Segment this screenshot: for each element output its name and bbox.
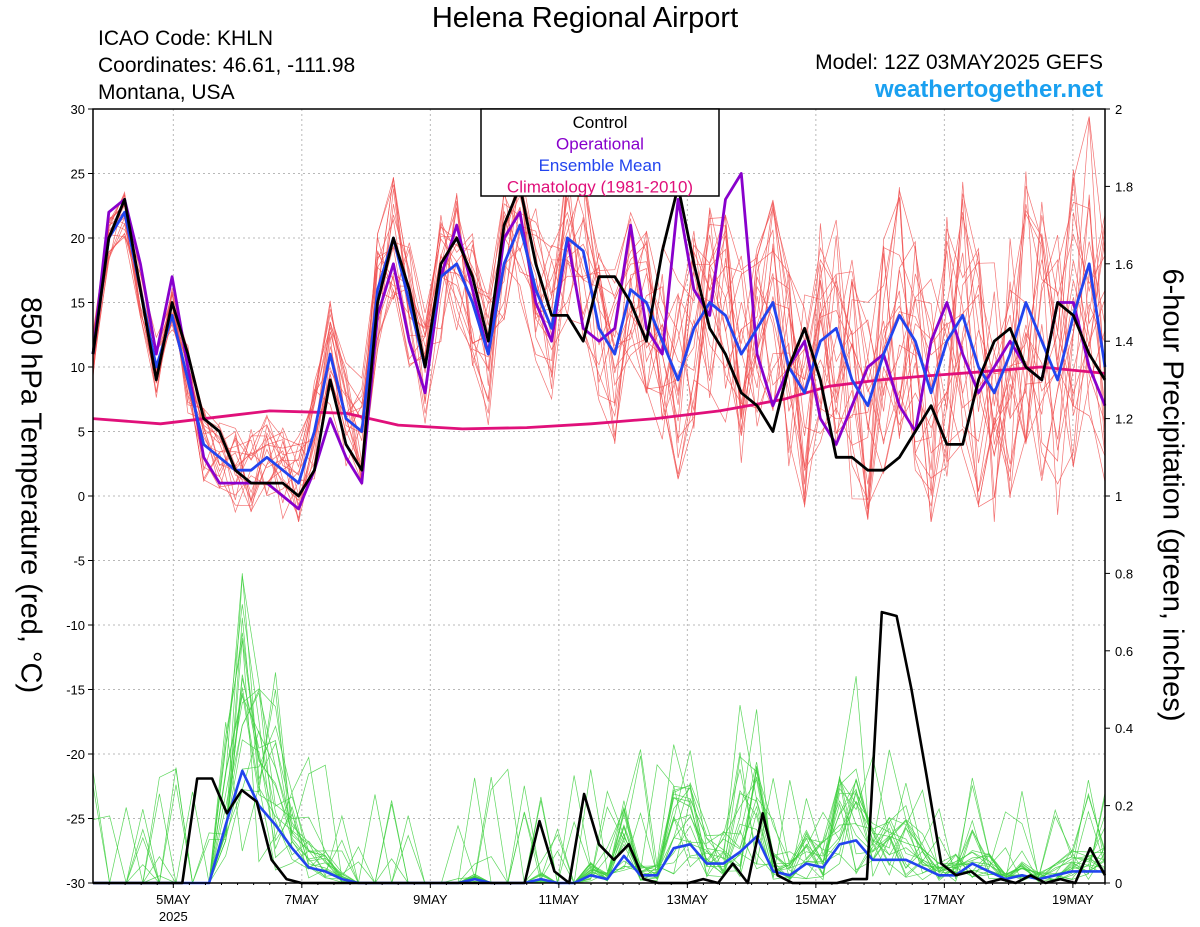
- website-link[interactable]: weathertogether.net: [874, 76, 1103, 103]
- precipitation-member-line: [93, 688, 1106, 884]
- y-tick-label: 10: [71, 360, 85, 375]
- x-tick-label: 19MAY: [1052, 892, 1094, 907]
- y-tick-label: -5: [73, 554, 85, 569]
- y-tick-label: -25: [66, 812, 85, 827]
- y-tick-label: -15: [66, 683, 85, 698]
- y-tick-label: 20: [71, 231, 85, 246]
- temperature-member-line: [92, 194, 1106, 500]
- y-tick-label: 30: [71, 102, 85, 117]
- y2-tick-label: 1: [1115, 489, 1122, 504]
- x-tick-label: 9MAY: [413, 892, 448, 907]
- precip-series-control: [93, 610, 1107, 885]
- precipitation-member-line: [93, 730, 1106, 884]
- precipitation-member-line: [93, 691, 1106, 884]
- precipitation-member-line: [93, 674, 1106, 884]
- y-tick-label: -30: [66, 876, 85, 891]
- precipitation-ensemble-members: [92, 573, 1106, 884]
- legend-entry: Ensemble Mean: [539, 156, 662, 175]
- y2-tick-label: 1.4: [1115, 334, 1133, 349]
- precipitation-member-line: [93, 739, 1106, 884]
- temperature-ensemble-members: [92, 116, 1106, 522]
- x-tick-label: 17MAY: [924, 892, 966, 907]
- y-tick-label: 5: [78, 425, 85, 440]
- x-tick-label: 5MAY: [156, 892, 191, 907]
- precipitation-member-line: [93, 687, 1106, 884]
- legend-entry: Operational: [556, 135, 644, 154]
- y2-tick-label: 1.8: [1115, 179, 1133, 194]
- x-tick-label: 7MAY: [285, 892, 320, 907]
- chart-title: Helena Regional Airport: [431, 2, 739, 34]
- precipitation-member-line: [93, 638, 1106, 884]
- y2-tick-label: 0.8: [1115, 566, 1133, 581]
- x-tick-label: 11MAY: [538, 892, 579, 907]
- y2-tick-label: 1.2: [1115, 412, 1133, 427]
- y-tick-label: -10: [66, 618, 85, 633]
- precipitation-member-line: [93, 693, 1106, 884]
- y-tick-label: 15: [71, 296, 85, 311]
- precipitation-member-line: [93, 640, 1106, 884]
- y2-tick-label: 1.6: [1115, 257, 1133, 272]
- precipitation-member-line: [92, 688, 1106, 884]
- axis-ticks: 302520151050-5-10-15-20-25-3021.81.61.41…: [66, 102, 1133, 924]
- precip-series-ensemble-mean: [93, 769, 1105, 885]
- region: Montana, USA: [98, 81, 235, 104]
- series-lines: [91, 172, 1107, 885]
- legend-entry: Control: [573, 113, 628, 132]
- y2-tick-label: 0.2: [1115, 799, 1133, 814]
- temperature-member-line: [92, 178, 1106, 508]
- x-tick-sublabel: 2025: [159, 909, 188, 924]
- temperature-member-line: [92, 175, 1106, 507]
- legend-box: [480, 108, 720, 197]
- temperature-member-line: [92, 116, 1106, 520]
- legend: Control Operational Ensemble Mean Climatolo…: [480, 108, 720, 197]
- temperature-member-line: [92, 164, 1106, 507]
- y2-tick-label: 0.6: [1115, 644, 1133, 659]
- coordinates: Coordinates: 46.61, -111.98: [98, 54, 356, 77]
- x-tick-label: 15MAY: [795, 892, 837, 907]
- y2-tick-label: 2: [1115, 102, 1122, 117]
- temperature-member-line: [92, 162, 1106, 507]
- y-tick-label: 25: [71, 167, 85, 182]
- icao-code: ICAO Code: KHLN: [98, 27, 274, 50]
- legend-entry: Climatology (1981-2010): [507, 178, 693, 197]
- x-tick-label: 13MAY: [667, 892, 709, 907]
- y2-tick-label: 0: [1115, 876, 1122, 891]
- temp-series-control: [91, 184, 1107, 498]
- precipitation-member-line: [93, 672, 1106, 884]
- y-tick-label: 0: [78, 489, 85, 504]
- temp-series-ensemble-mean: [91, 210, 1107, 485]
- temperature-member-line: [92, 164, 1106, 522]
- temperature-member-line: [92, 164, 1106, 500]
- model-run: Model: 12Z 03MAY2025 GEFS: [815, 51, 1103, 74]
- y-tick-label: -20: [66, 747, 85, 762]
- y2-tick-label: 0.4: [1115, 721, 1133, 736]
- grid-lines: [93, 109, 1105, 883]
